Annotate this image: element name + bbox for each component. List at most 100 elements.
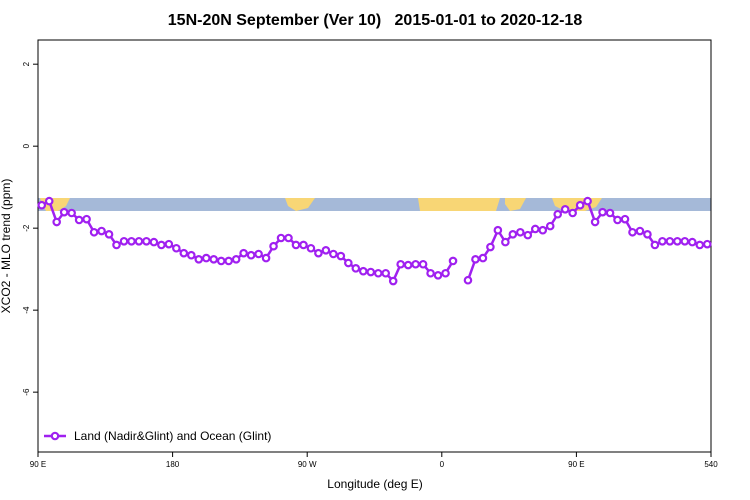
point: [538, 225, 548, 235]
point: [97, 226, 106, 236]
point: [426, 268, 435, 278]
point: [67, 208, 76, 218]
point: [224, 256, 233, 266]
y-tick-label: 2: [22, 61, 31, 66]
point: [501, 237, 510, 247]
point: [508, 230, 518, 239]
point: [44, 196, 54, 206]
point: [688, 237, 697, 247]
point: [119, 236, 129, 246]
point: [553, 209, 563, 219]
point: [381, 268, 391, 278]
point: [613, 215, 622, 225]
point: [164, 239, 174, 249]
point: [516, 227, 525, 237]
point: [89, 227, 99, 237]
point: [37, 200, 47, 210]
y-tick-label: -4: [22, 306, 31, 314]
point: [665, 236, 675, 246]
chart-title: 15N-20N September (Ver 10) 2015-01-01 to…: [168, 12, 583, 29]
y-axis-label: XCO2 - MLO trend (ppm): [0, 179, 13, 314]
point: [201, 253, 211, 263]
point: [702, 239, 712, 249]
point: [291, 240, 301, 250]
point: [493, 225, 503, 235]
point: [246, 250, 256, 260]
point: [216, 256, 226, 266]
point: [680, 236, 690, 246]
point: [321, 246, 331, 255]
point: [179, 248, 189, 258]
point: [673, 236, 682, 246]
point: [560, 205, 570, 214]
point: [575, 200, 585, 210]
point: [583, 196, 592, 206]
legend-marker: [50, 431, 60, 441]
x-tick-label: 540: [704, 460, 718, 469]
point: [52, 217, 61, 227]
point: [314, 248, 323, 258]
point: [299, 240, 308, 250]
point: [239, 248, 248, 258]
point: [523, 230, 533, 240]
point: [486, 242, 495, 252]
point: [269, 241, 278, 251]
point: [284, 233, 293, 243]
point: [471, 255, 480, 264]
point: [351, 264, 361, 273]
point: [127, 236, 136, 246]
point: [530, 224, 540, 234]
x-tick-label: 90 E: [568, 460, 584, 469]
point: [628, 227, 637, 237]
point: [59, 207, 69, 217]
map-strip: [38, 198, 711, 211]
y-tick-label: -6: [22, 388, 31, 396]
point: [478, 253, 488, 263]
point: [590, 217, 600, 227]
point: [373, 268, 383, 278]
point: [306, 243, 316, 253]
x-tick-label: 90 E: [30, 460, 46, 469]
legend-label: Land (Nadir&Glint) and Ocean (Glint): [74, 429, 271, 443]
point: [545, 221, 555, 231]
point: [605, 208, 615, 218]
point: [403, 260, 413, 270]
point: [186, 250, 196, 260]
point: [441, 268, 450, 278]
point: [344, 258, 353, 268]
point: [134, 236, 144, 246]
point: [418, 259, 428, 269]
point: [209, 255, 219, 264]
point: [336, 251, 346, 261]
point: [172, 243, 181, 253]
point: [448, 256, 458, 266]
y-tick-label: -2: [22, 224, 31, 232]
point: [142, 236, 151, 246]
point: [658, 236, 667, 246]
point: [231, 255, 241, 264]
point: [388, 276, 398, 286]
y-tick-label: 0: [22, 143, 31, 148]
point: [411, 259, 420, 269]
point: [254, 249, 263, 259]
point: [276, 233, 286, 243]
point: [261, 253, 271, 263]
x-tick-label: 180: [166, 460, 180, 469]
point: [358, 266, 368, 276]
point: [329, 249, 338, 259]
point: [157, 240, 166, 250]
point: [635, 226, 645, 236]
point: [650, 240, 660, 250]
point: [433, 271, 443, 280]
point: [149, 237, 159, 247]
point: [366, 267, 376, 277]
point: [396, 259, 405, 269]
x-axis-label: Longitude (deg E): [327, 477, 422, 491]
point: [643, 230, 652, 239]
point: [74, 215, 84, 225]
point: [695, 240, 705, 250]
point: [568, 208, 577, 218]
point: [104, 230, 114, 239]
x-tick-label: 90 W: [298, 460, 317, 469]
